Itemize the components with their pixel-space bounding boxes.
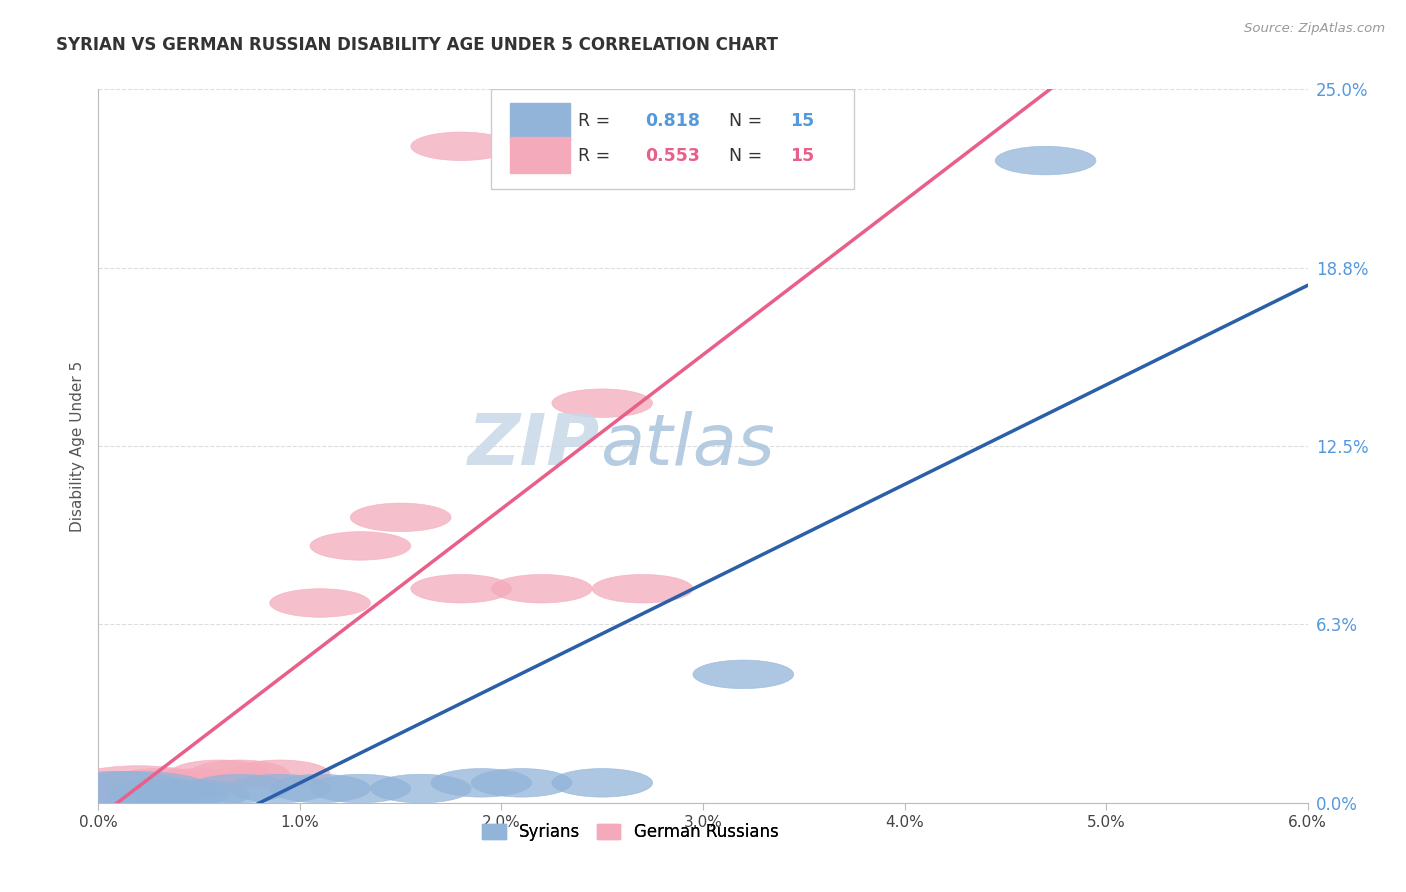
Y-axis label: Disability Age Under 5: Disability Age Under 5 [69, 360, 84, 532]
Text: N =: N = [717, 112, 768, 130]
Ellipse shape [411, 132, 512, 161]
Ellipse shape [311, 532, 411, 560]
Ellipse shape [190, 760, 290, 789]
Ellipse shape [693, 660, 794, 689]
Ellipse shape [311, 774, 411, 803]
Text: Source: ZipAtlas.com: Source: ZipAtlas.com [1244, 22, 1385, 36]
Text: 15: 15 [790, 146, 814, 164]
FancyBboxPatch shape [509, 103, 569, 139]
Ellipse shape [471, 769, 572, 797]
Ellipse shape [551, 769, 652, 797]
Text: N =: N = [717, 146, 768, 164]
Ellipse shape [149, 769, 250, 797]
Text: ZIP: ZIP [468, 411, 600, 481]
Text: 0.553: 0.553 [645, 146, 700, 164]
Ellipse shape [58, 772, 219, 817]
Ellipse shape [270, 774, 371, 803]
Text: 0.818: 0.818 [645, 112, 700, 130]
Ellipse shape [169, 760, 270, 789]
Ellipse shape [371, 774, 471, 803]
Ellipse shape [38, 772, 200, 817]
Text: atlas: atlas [600, 411, 775, 481]
Ellipse shape [492, 574, 592, 603]
Ellipse shape [551, 389, 652, 417]
Ellipse shape [108, 769, 209, 797]
FancyBboxPatch shape [509, 137, 569, 173]
Ellipse shape [411, 574, 512, 603]
Ellipse shape [995, 146, 1097, 175]
Ellipse shape [149, 780, 250, 808]
Ellipse shape [190, 774, 290, 803]
Ellipse shape [38, 772, 200, 817]
Ellipse shape [108, 780, 209, 808]
Text: R =: R = [578, 112, 616, 130]
Text: 15: 15 [790, 112, 814, 130]
Ellipse shape [270, 589, 371, 617]
Text: SYRIAN VS GERMAN RUSSIAN DISABILITY AGE UNDER 5 CORRELATION CHART: SYRIAN VS GERMAN RUSSIAN DISABILITY AGE … [56, 36, 779, 54]
Ellipse shape [58, 765, 219, 812]
FancyBboxPatch shape [492, 89, 855, 189]
Ellipse shape [229, 760, 330, 789]
Ellipse shape [350, 503, 451, 532]
Ellipse shape [432, 769, 531, 797]
Text: R =: R = [578, 146, 616, 164]
Ellipse shape [129, 780, 229, 808]
Legend: Syrians, German Russians: Syrians, German Russians [475, 817, 785, 848]
Ellipse shape [229, 774, 330, 803]
Ellipse shape [592, 574, 693, 603]
